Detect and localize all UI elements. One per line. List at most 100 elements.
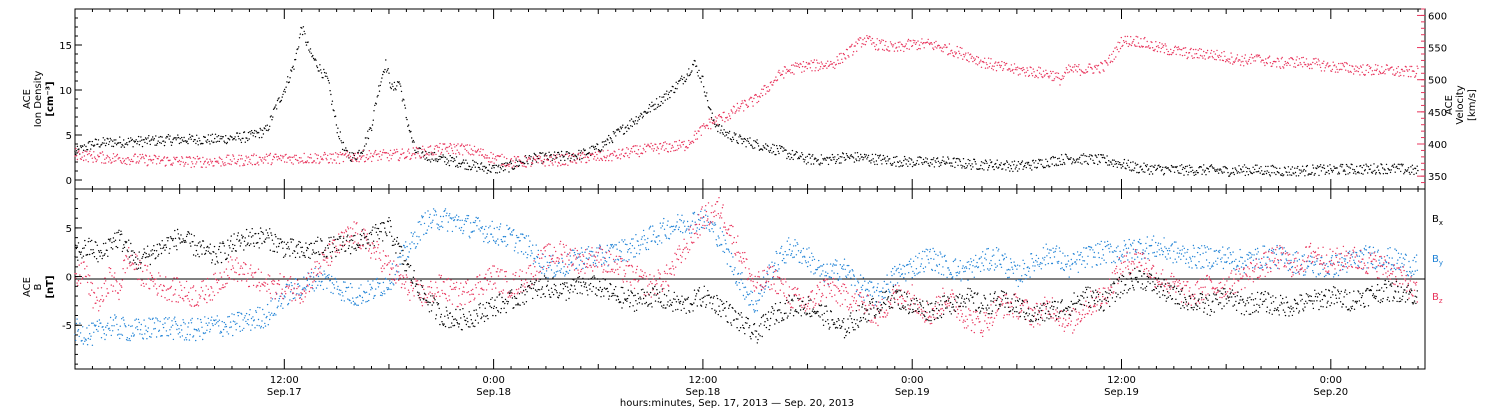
density-point [1001,162,1002,163]
density-point [811,163,812,164]
density-point [1313,167,1314,168]
density-point [887,160,888,161]
by-point [141,324,142,325]
by-point [260,327,261,328]
velocity-point [1387,68,1388,69]
density-point [321,72,322,73]
by-point [327,275,328,276]
density-point [595,146,596,147]
velocity-point [1212,56,1213,57]
density-point [908,161,909,162]
density-point [1296,175,1297,176]
velocity-point [771,81,772,82]
density-point [268,129,269,130]
velocity-point [1403,75,1404,76]
density-point [1107,164,1108,165]
by-point [1036,261,1037,262]
density-point [1014,161,1015,162]
density-point [454,160,455,161]
density-point [1157,168,1158,169]
by-point [270,300,271,301]
by-point [1048,263,1049,264]
by-point [360,284,361,285]
velocity-point [125,163,126,164]
velocity-point [789,69,790,70]
density-point [691,70,692,71]
density-point [479,167,480,168]
by-point [1154,256,1155,257]
density-point [1285,168,1286,169]
velocity-point [317,158,318,159]
by-point [900,268,901,269]
velocity-point [1337,72,1338,73]
velocity-point [233,156,234,157]
density-point [762,149,763,150]
by-point [386,279,387,280]
density-point [1060,164,1061,165]
density-point [393,89,394,90]
density-point [641,114,642,115]
density-point [301,27,302,28]
density-point [601,149,602,150]
velocity-point [645,151,646,152]
density-point [536,161,537,162]
density-point [621,127,622,128]
velocity-point [790,72,791,73]
by-point [731,253,732,254]
velocity-point [829,65,830,66]
density-point [961,167,962,168]
density-point [287,76,288,77]
by-point [389,280,390,281]
density-point [947,156,948,157]
by-point [1033,262,1034,263]
density-point [789,153,790,154]
velocity-point [158,158,159,159]
by-point [1100,263,1101,264]
density-point [1234,174,1235,175]
velocity-point [861,46,862,47]
by-point [1055,251,1056,252]
by-point [187,334,188,335]
density-point [209,141,210,142]
density-point [1136,172,1137,173]
density-point [496,165,497,166]
by-point [928,259,929,260]
velocity-point [433,154,434,155]
density-point [404,105,405,106]
velocity-point [1373,74,1374,75]
velocity-point [1413,71,1414,72]
by-point [624,239,625,240]
velocity-point [441,152,442,153]
velocity-point [716,117,717,118]
by-point [904,266,905,267]
density-point [858,160,859,161]
velocity-point [879,40,880,41]
density-point [320,69,321,70]
by-point [104,333,105,334]
density-point [1319,166,1320,167]
velocity-point [1030,67,1031,68]
velocity-point [1133,39,1134,40]
density-point [972,166,973,167]
velocity-point [559,155,560,156]
by-point [1103,260,1104,261]
density-point [1028,162,1029,163]
velocity-point [1080,75,1081,76]
density-point [1355,173,1356,174]
density-point [486,167,487,168]
velocity-point [1107,64,1108,65]
by-point [271,313,272,314]
density-point [486,173,487,174]
velocity-point [92,162,93,163]
density-point [104,139,105,140]
density-point [295,59,296,60]
velocity-point [1052,71,1053,72]
by-point [195,340,196,341]
density-point [126,142,127,143]
velocity-point [834,68,835,69]
velocity-point [391,155,392,156]
density-point [873,161,874,162]
by-point [809,257,810,258]
by-point [189,339,190,340]
velocity-point [793,64,794,65]
